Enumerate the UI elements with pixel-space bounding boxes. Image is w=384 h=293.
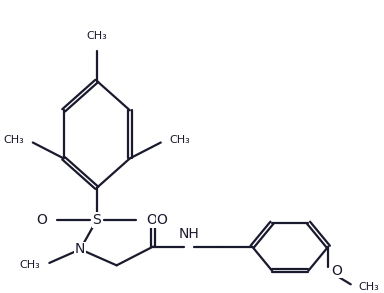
Text: O: O — [146, 213, 157, 227]
Text: CH₃: CH₃ — [86, 31, 107, 41]
Text: N: N — [75, 242, 86, 256]
Text: O: O — [331, 264, 343, 278]
Text: S: S — [93, 213, 101, 227]
Text: CH₃: CH₃ — [20, 260, 41, 270]
Text: NH: NH — [179, 227, 200, 241]
Text: CH₃: CH₃ — [169, 135, 190, 145]
Text: O: O — [36, 213, 47, 227]
Text: CH₃: CH₃ — [358, 282, 379, 292]
Text: CH₃: CH₃ — [3, 135, 24, 145]
Text: O: O — [156, 213, 167, 227]
